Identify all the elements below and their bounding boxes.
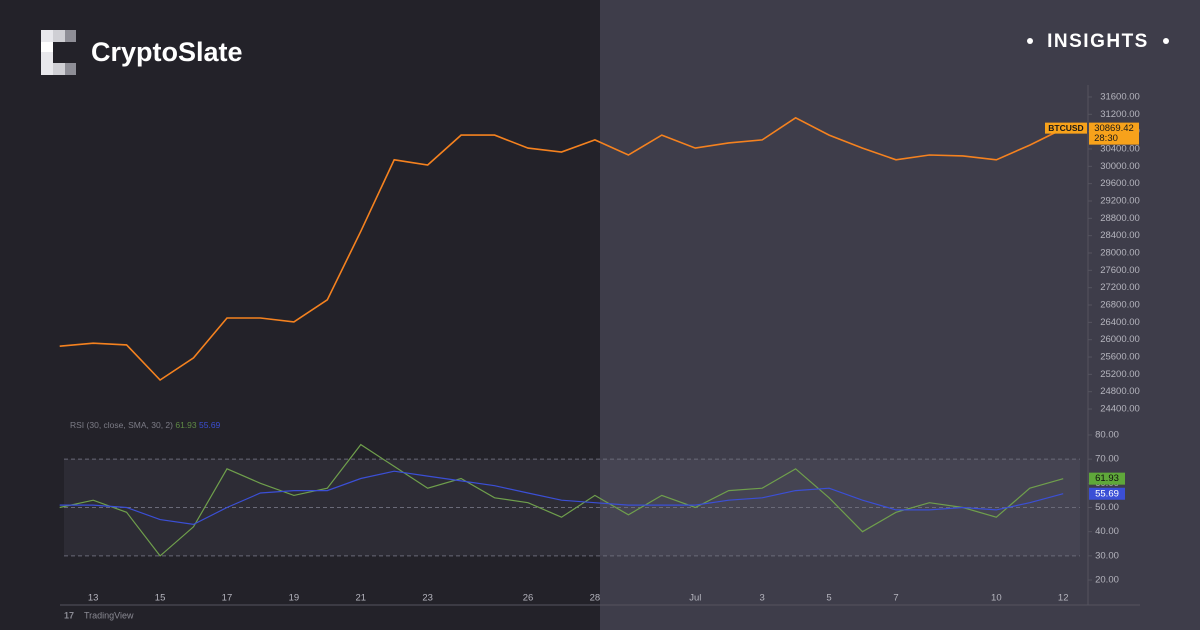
y-tick-label: 26400.00 bbox=[1100, 317, 1140, 328]
x-tick-label: 7 bbox=[893, 593, 898, 604]
y-tick-label: 31200.00 bbox=[1100, 109, 1140, 120]
y-tick-label: 28800.00 bbox=[1100, 213, 1140, 224]
x-tick-label: 15 bbox=[155, 593, 166, 604]
y-tick-label: 27200.00 bbox=[1100, 282, 1140, 293]
brand: CryptoSlate bbox=[91, 37, 243, 67]
x-tick-label: 13 bbox=[88, 593, 99, 604]
countdown: 28:30 bbox=[1094, 133, 1118, 144]
y-tick-label: 29200.00 bbox=[1100, 196, 1140, 207]
price-badge bbox=[1089, 122, 1139, 145]
rsi-legend-part: RSI (30, close, SMA, 30, 2) bbox=[70, 420, 173, 430]
y2-tick-label: 40.00 bbox=[1095, 526, 1119, 537]
series-line bbox=[59, 116, 1064, 382]
x-tick-label: 19 bbox=[289, 593, 300, 604]
x-tick-label: 26 bbox=[523, 593, 534, 604]
series-line bbox=[59, 443, 1064, 557]
watermark-icon: 17 bbox=[64, 610, 74, 620]
tag-dot bbox=[1027, 38, 1033, 44]
y-tick-label: 26800.00 bbox=[1100, 300, 1140, 311]
x-tick-label: 12 bbox=[1058, 593, 1069, 604]
x-tick-label: 10 bbox=[991, 593, 1002, 604]
rsi-value-label: 55.69 bbox=[1095, 488, 1119, 499]
x-tick-label: 28 bbox=[590, 593, 601, 604]
y-tick-label: 25600.00 bbox=[1100, 352, 1140, 363]
y2-tick-label: 70.00 bbox=[1095, 454, 1119, 465]
y-tick-label: 24400.00 bbox=[1100, 404, 1140, 415]
rsi-legend: RSI (30, close, SMA, 30, 2) 61.93 55.69 bbox=[70, 420, 221, 430]
y-tick-label: 26000.00 bbox=[1100, 334, 1140, 345]
y-tick-label: 28400.00 bbox=[1100, 230, 1140, 241]
tag-dot bbox=[1163, 38, 1169, 44]
x-tick-label: 3 bbox=[760, 593, 765, 604]
x-tick-label: 21 bbox=[355, 593, 366, 604]
y-tick-label: 28000.00 bbox=[1100, 248, 1140, 259]
series-name: BTCUSD bbox=[1048, 123, 1083, 133]
y-tick-label: 29600.00 bbox=[1100, 178, 1140, 189]
price-label: 30869.42 bbox=[1094, 123, 1134, 134]
y-tick-label: 30400.00 bbox=[1100, 143, 1140, 154]
rsi-badge bbox=[1089, 487, 1125, 500]
rsi-legend-part: 55.69 bbox=[199, 420, 221, 430]
rsi-legend-part: 61.93 bbox=[175, 420, 197, 430]
y-tick-label: 24800.00 bbox=[1100, 386, 1140, 397]
y-tick-label: 27600.00 bbox=[1100, 265, 1140, 276]
y-tick-label: 31600.00 bbox=[1100, 91, 1140, 102]
x-tick-label: 5 bbox=[826, 593, 831, 604]
x-tick-label: 23 bbox=[422, 593, 433, 604]
x-tick-label: 17 bbox=[222, 593, 233, 604]
y2-tick-label: 80.00 bbox=[1095, 429, 1119, 440]
logo-icon bbox=[41, 30, 76, 75]
rsi-value-label: 61.93 bbox=[1095, 473, 1119, 484]
bg-left bbox=[0, 0, 600, 630]
y-tick-label: 30000.00 bbox=[1100, 161, 1140, 172]
watermark: TradingView bbox=[84, 610, 134, 620]
y2-tick-label: 50.00 bbox=[1095, 502, 1119, 513]
series-line bbox=[59, 470, 1064, 526]
x-tick-label: Jul bbox=[689, 593, 701, 604]
y2-tick-label: 30.00 bbox=[1095, 550, 1119, 561]
name-badge bbox=[1045, 122, 1087, 134]
y-tick-label: 25200.00 bbox=[1100, 369, 1140, 380]
y2-tick-label: 20.00 bbox=[1095, 575, 1119, 586]
bg-right bbox=[600, 0, 1200, 630]
rsi-badge bbox=[1089, 472, 1125, 485]
tag: INSIGHTS bbox=[1047, 31, 1149, 52]
